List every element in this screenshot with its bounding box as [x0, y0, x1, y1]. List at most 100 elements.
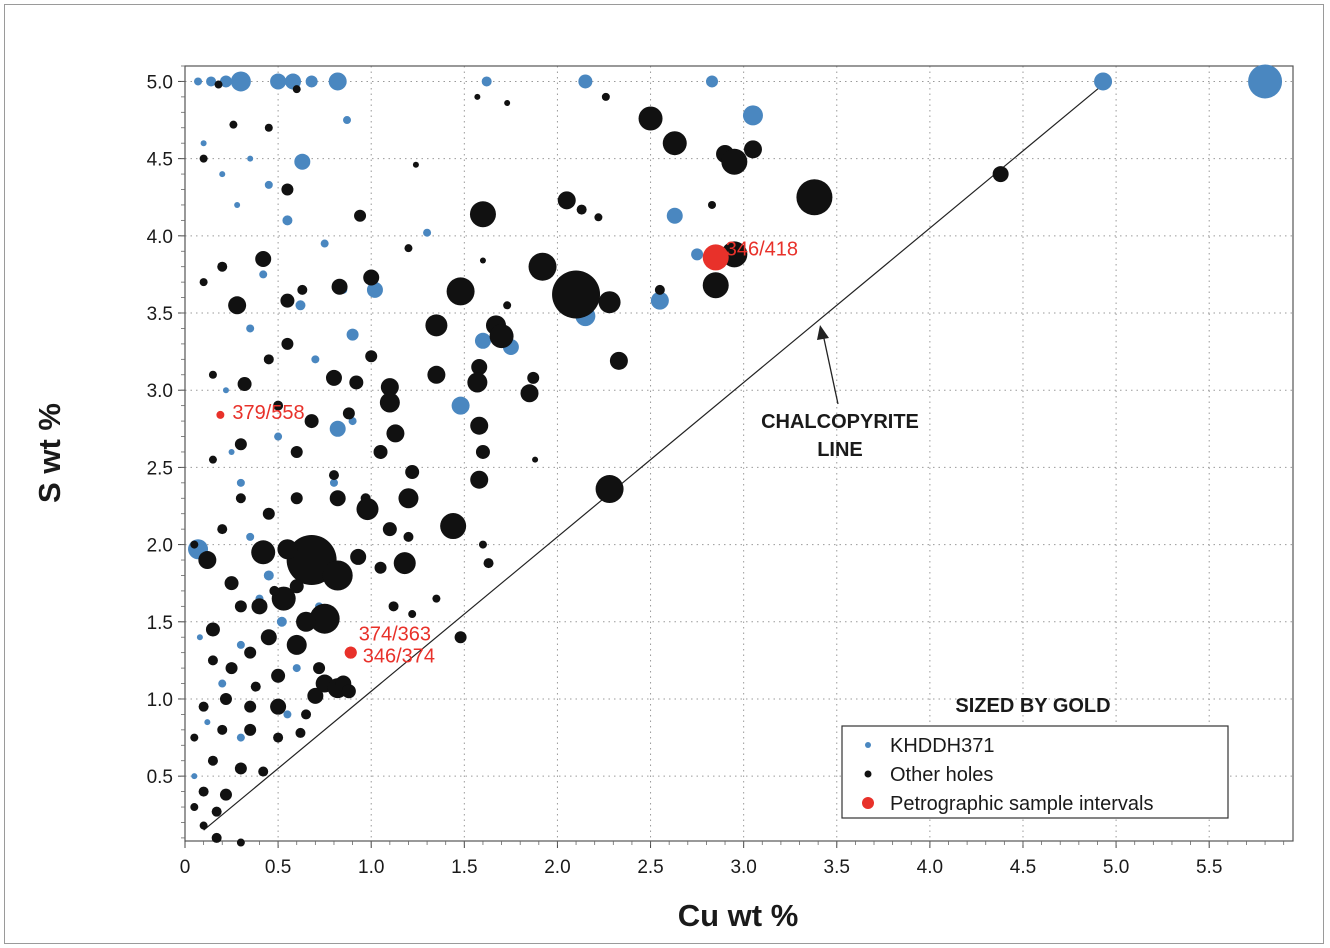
data-point: [325, 369, 342, 386]
data-point: [269, 585, 280, 596]
data-point: [503, 301, 512, 310]
data-point: [363, 269, 380, 286]
data-point: [329, 420, 346, 437]
data-point: [295, 727, 306, 738]
data-point: [244, 723, 257, 736]
data-point: [234, 600, 247, 613]
data-point: [205, 622, 220, 637]
data-point: [263, 354, 274, 365]
data-point: [601, 92, 610, 101]
y-tick-label: 2.0: [147, 536, 173, 557]
data-point: [481, 76, 492, 87]
data-point: [423, 228, 432, 237]
chalcopyrite-label-line2: LINE: [817, 439, 863, 461]
series-khddh371: [188, 64, 1283, 780]
data-point: [200, 140, 207, 147]
data-point: [286, 634, 307, 655]
data-point: [379, 392, 400, 413]
data-point: [440, 513, 467, 540]
data-point: [230, 71, 251, 92]
data-point: [224, 576, 239, 591]
y-tick-label: 2.5: [147, 458, 173, 479]
data-point: [386, 424, 405, 443]
data-point: [292, 664, 301, 673]
data-point: [219, 788, 232, 801]
data-point: [578, 74, 593, 89]
x-tick-label: 2.0: [544, 857, 570, 878]
data-point: [346, 328, 359, 341]
legend-label: Petrographic sample intervals: [890, 793, 1153, 815]
data-point: [259, 270, 268, 279]
data-point: [405, 465, 420, 480]
x-tick-label: 2.5: [637, 857, 663, 878]
data-point: [246, 324, 255, 333]
data-point: [707, 200, 716, 209]
data-point: [260, 629, 277, 646]
data-point: [290, 492, 303, 505]
data-point: [691, 248, 704, 261]
data-point: [208, 455, 217, 464]
x-tick-label: 0: [180, 857, 191, 878]
data-point: [211, 832, 222, 843]
data-point: [576, 204, 587, 215]
data-point: [236, 478, 245, 487]
data-point: [702, 272, 729, 299]
data-point: [250, 681, 261, 692]
x-axis-label: Cu wt %: [678, 898, 799, 933]
data-point: [307, 687, 324, 704]
data-point: [199, 154, 208, 163]
data-point: [374, 561, 387, 574]
data-point: [475, 444, 490, 459]
chalcopyrite-label-line1: CHALCOPYRITE: [761, 411, 919, 433]
data-point: [276, 616, 287, 627]
data-point: [222, 387, 229, 394]
data-point: [469, 201, 496, 228]
data-point: [264, 180, 273, 189]
plot-area-border: [184, 65, 1294, 842]
data-point: [228, 296, 247, 315]
data-point: [190, 803, 199, 812]
x-tick-label: 5.0: [1103, 857, 1129, 878]
data-point: [388, 601, 399, 612]
data-point: [311, 355, 320, 364]
chalcopyrite-line: [203, 80, 1108, 831]
data-point: [199, 278, 208, 287]
data-point: [380, 378, 399, 397]
data-point: [705, 75, 718, 88]
data-point: [313, 662, 326, 675]
data-point: [528, 252, 557, 281]
data-point: [328, 72, 347, 91]
data-point: [219, 692, 232, 705]
data-point: [234, 201, 241, 208]
data-point: [520, 384, 539, 403]
sample-label: 346/374: [363, 646, 435, 668]
legend-items: KHDDH371 Other holes Petrographic sample i…: [862, 735, 1153, 815]
data-point: [246, 532, 255, 541]
data-point: [204, 719, 211, 726]
data-point: [217, 724, 228, 735]
data-point: [341, 684, 356, 699]
data-point: [743, 140, 762, 159]
data-point: [702, 244, 729, 271]
data-point: [609, 351, 628, 370]
data-point: [331, 278, 348, 295]
data-point: [354, 209, 367, 222]
sample-label: 346/418: [726, 238, 798, 260]
data-point: [198, 551, 217, 570]
data-point: [251, 598, 268, 615]
data-point: [796, 179, 833, 216]
data-point: [277, 539, 298, 560]
y-tick-label: 1.0: [147, 690, 173, 711]
data-point: [294, 153, 311, 170]
data-point: [1094, 72, 1113, 91]
data-point: [208, 370, 217, 379]
data-point: [721, 148, 748, 175]
data-point: [467, 372, 488, 393]
data-point: [479, 257, 486, 264]
data-point: [365, 350, 378, 363]
data-point: [552, 270, 601, 319]
data-point: [322, 560, 353, 591]
data-point: [489, 324, 514, 349]
grid-lines: [185, 66, 1293, 841]
